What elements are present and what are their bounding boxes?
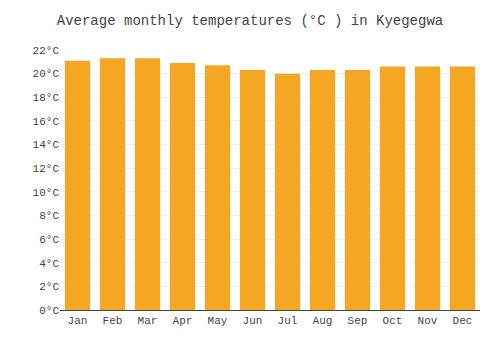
svg-text:Sep: Sep bbox=[348, 315, 368, 327]
svg-text:16°C: 16°C bbox=[33, 116, 60, 128]
svg-text:2°C: 2°C bbox=[39, 281, 59, 293]
svg-text:Apr: Apr bbox=[173, 315, 193, 327]
svg-text:18°C: 18°C bbox=[33, 92, 60, 104]
svg-text:Jan: Jan bbox=[68, 315, 88, 327]
svg-text:May: May bbox=[208, 315, 228, 327]
svg-text:22°C: 22°C bbox=[33, 45, 60, 57]
svg-text:8°C: 8°C bbox=[39, 210, 59, 222]
svg-text:Jun: Jun bbox=[243, 315, 263, 327]
svg-text:6°C: 6°C bbox=[39, 234, 59, 246]
svg-text:Mar: Mar bbox=[138, 315, 158, 327]
svg-text:Dec: Dec bbox=[453, 315, 473, 327]
svg-text:12°C: 12°C bbox=[33, 163, 60, 175]
svg-text:Oct: Oct bbox=[383, 315, 403, 327]
svg-text:Average monthly temperatures (: Average monthly temperatures (°C ) in Ky… bbox=[57, 13, 443, 29]
svg-text:4°C: 4°C bbox=[39, 258, 59, 270]
svg-text:10°C: 10°C bbox=[33, 187, 60, 199]
svg-text:Jul: Jul bbox=[278, 315, 298, 327]
svg-text:0°C: 0°C bbox=[39, 305, 59, 317]
svg-text:Nov: Nov bbox=[418, 315, 438, 327]
svg-text:20°C: 20°C bbox=[33, 68, 60, 80]
svg-text:Aug: Aug bbox=[313, 315, 333, 327]
svg-text:14°C: 14°C bbox=[33, 139, 60, 151]
svg-text:Feb: Feb bbox=[103, 315, 123, 327]
